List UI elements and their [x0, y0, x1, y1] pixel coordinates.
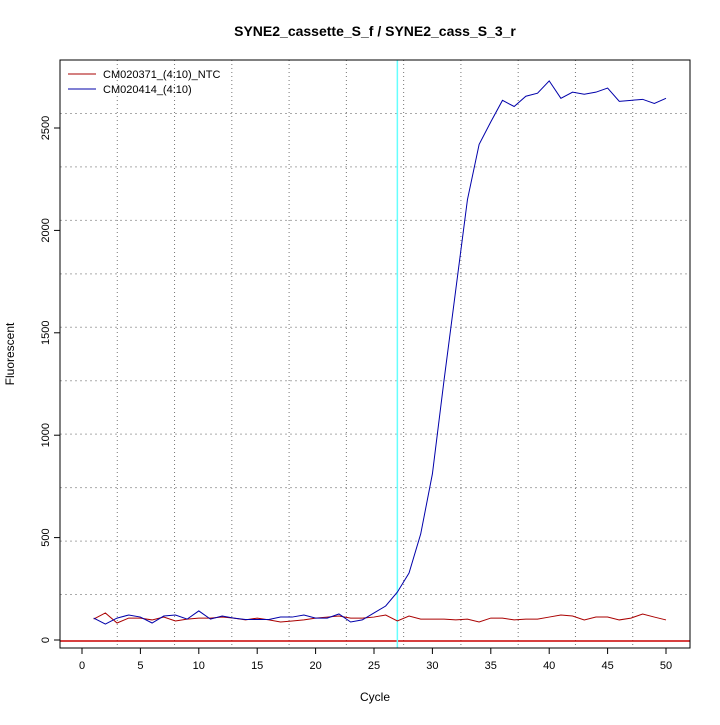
legend-label: CM020371_(4:10)_NTC [103, 69, 220, 81]
y-axis-label: Fluorescent [3, 322, 17, 385]
series-line-1 [93, 80, 667, 625]
x-tick-label: 40 [543, 660, 555, 672]
x-tick-label: 35 [485, 660, 497, 672]
x-tick-label: 45 [601, 660, 613, 672]
series-lines [60, 60, 690, 648]
grid [60, 60, 690, 648]
x-tick-label: 20 [309, 660, 321, 672]
y-tick-label: 2500 [40, 116, 52, 140]
x-tick-label: 15 [251, 660, 263, 672]
x-tick-label: 5 [137, 660, 143, 672]
y-tick-label: 1500 [40, 321, 52, 345]
x-tick-label: 25 [368, 660, 380, 672]
series-line-0 [93, 612, 667, 624]
y-tick-label: 0 [40, 637, 52, 643]
legend-label: CM020414_(4:10) [103, 84, 192, 96]
x-tick-label: 10 [193, 660, 205, 672]
plot-frame [59, 59, 691, 649]
y-tick-label: 500 [40, 528, 52, 546]
x-tick-label: 0 [79, 660, 85, 672]
legend: CM020371_(4:10)_NTC CM020414_(4:10) [68, 69, 220, 96]
y-tick-label: 1000 [40, 423, 52, 447]
y-tick-label: 2000 [40, 218, 52, 242]
x-tick-label: 30 [426, 660, 438, 672]
chart-title: SYNE2_cassette_S_f / SYNE2_cass_S_3_r [234, 23, 516, 39]
x-axis-label: Cycle [360, 690, 390, 704]
x-tick-label: 50 [660, 660, 672, 672]
